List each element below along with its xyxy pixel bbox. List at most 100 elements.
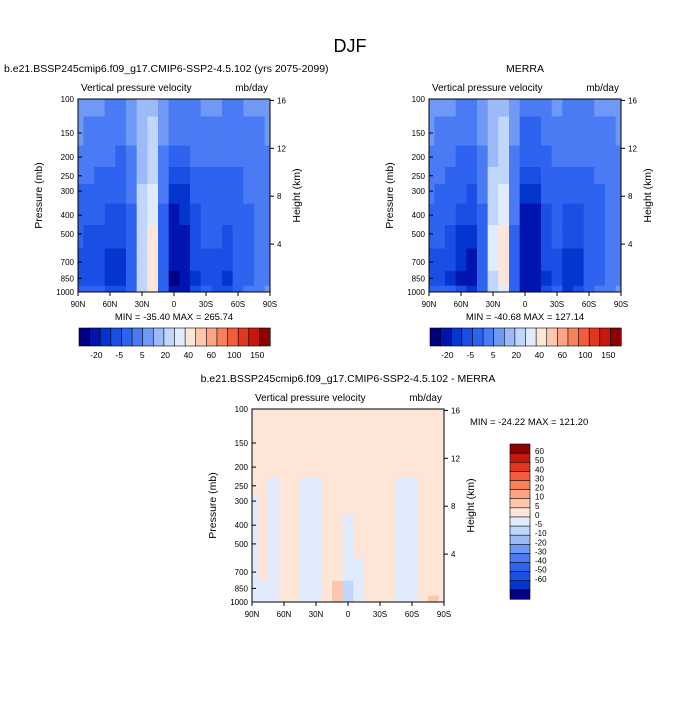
field-cell <box>594 203 606 226</box>
field-cell <box>583 166 595 184</box>
y-tick-label: 500 <box>61 230 75 239</box>
y-tick-label: 400 <box>61 211 75 220</box>
field-cell <box>232 183 244 204</box>
field-cell <box>222 145 234 167</box>
field-cell <box>605 145 617 167</box>
field-cell <box>115 203 127 226</box>
field-cell <box>232 270 244 286</box>
field-cell <box>530 224 542 249</box>
field-cell <box>190 224 202 249</box>
field-cell <box>83 248 95 271</box>
field-cell <box>594 270 606 286</box>
field-cell <box>396 476 408 494</box>
field-cell <box>300 425 312 456</box>
y-tick-label: 200 <box>235 463 249 472</box>
field-cell <box>455 166 467 184</box>
field-cell <box>374 595 386 603</box>
x-tick-label: 0 <box>346 610 351 619</box>
colorbar-swatch <box>588 327 601 347</box>
y-tick-label: 700 <box>61 258 75 267</box>
units-label: mb/day <box>409 393 442 404</box>
y2-tick-label: 12 <box>277 144 286 153</box>
colorbar-swatch <box>509 480 531 491</box>
colorbar-swatch <box>509 452 531 463</box>
field-cell <box>243 285 255 293</box>
colorbar-tick-label: 10 <box>535 493 544 502</box>
field-cell <box>477 248 489 271</box>
field-cell <box>115 270 127 286</box>
colorbar-swatch <box>227 327 239 347</box>
colorbar-tick-label: -5 <box>467 350 475 360</box>
field-cell <box>83 115 95 146</box>
field-cell <box>179 285 191 293</box>
x-tick-label: 60N <box>277 610 292 619</box>
field-cell <box>310 513 322 536</box>
field-cell <box>252 513 258 536</box>
field-cell <box>594 224 606 249</box>
x-tick-label: 90N <box>422 300 437 309</box>
field-cell <box>353 558 365 581</box>
colorbar-tick-label: -20 <box>90 350 103 360</box>
colorbar-tick-label: 0 <box>535 511 540 520</box>
x-tick-label: 60S <box>405 610 419 619</box>
field-cell <box>562 270 574 286</box>
field-cell <box>342 595 354 603</box>
colorbar-swatch <box>450 327 463 347</box>
field-cell <box>428 409 440 427</box>
field-cell <box>364 455 376 477</box>
field-cell <box>466 183 478 204</box>
field-cell <box>498 248 510 271</box>
field-cell <box>445 224 457 249</box>
field-cell <box>551 115 563 146</box>
variable-label: Vertical pressure velocity <box>432 83 543 94</box>
field-cell <box>615 145 622 167</box>
field-cell <box>211 270 223 286</box>
field-cell <box>429 285 435 293</box>
field-cell <box>211 145 223 167</box>
field-cell <box>126 99 138 117</box>
field-cell <box>332 558 344 581</box>
field-cell <box>252 595 258 603</box>
x-tick-label: 30S <box>550 300 564 309</box>
field-cell <box>445 115 457 146</box>
field-cell <box>310 455 322 477</box>
field-cell <box>115 99 127 117</box>
field-cell <box>254 224 266 249</box>
field-cell <box>530 203 542 226</box>
field-cell <box>605 115 617 146</box>
field-cell <box>615 203 622 226</box>
field-cell <box>417 580 429 596</box>
field-cell <box>519 166 531 184</box>
field-cell <box>211 166 223 184</box>
field-cell <box>374 493 386 514</box>
field-cell <box>257 476 269 494</box>
field-cell <box>445 99 457 117</box>
field-cell <box>147 145 159 167</box>
field-cell <box>509 166 521 184</box>
field-cell <box>438 513 445 536</box>
colorbar-swatch <box>184 327 197 347</box>
colorbar-swatch <box>509 471 531 482</box>
field-cell <box>519 145 531 167</box>
field-cell <box>573 270 585 286</box>
field-cell <box>406 513 418 536</box>
field-cell <box>222 203 234 226</box>
field-cell <box>264 285 271 293</box>
field-cell <box>264 224 271 249</box>
field-cell <box>605 285 617 293</box>
colorbar: -20 -5 5 20 40 60 100 150 <box>78 327 271 360</box>
field-cell <box>168 145 180 167</box>
field-cell <box>257 409 269 427</box>
field-cell <box>289 580 301 596</box>
field-cell <box>551 285 563 293</box>
field-cell <box>466 145 478 167</box>
field-cell <box>252 425 258 456</box>
field-cell <box>466 115 478 146</box>
y-tick-label: 250 <box>412 172 426 181</box>
field-cell <box>232 145 244 167</box>
x-tick-label: 90N <box>71 300 86 309</box>
field-cell <box>466 270 478 286</box>
field-cell <box>466 285 478 293</box>
field-cell <box>466 166 478 184</box>
panel-title: b.e21.BSSP245cmip6.f09_g17.CMIP6-SSP2-4.… <box>201 373 496 385</box>
